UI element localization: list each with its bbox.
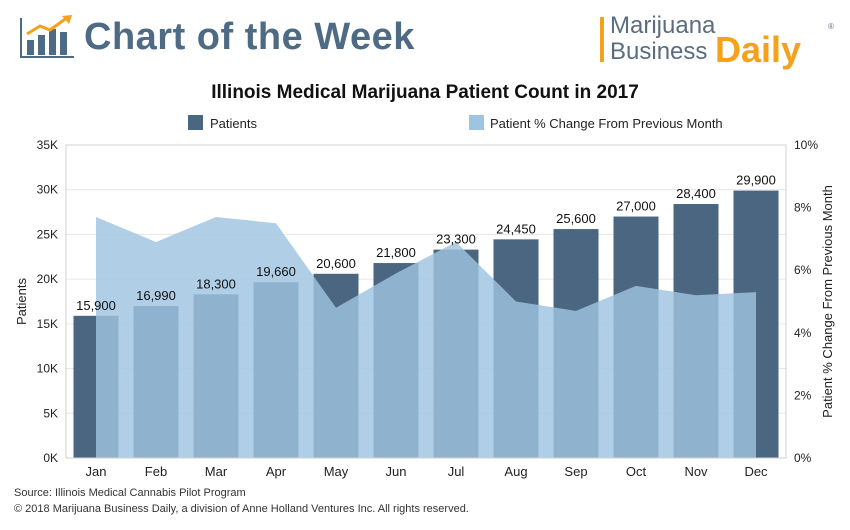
header-title: Chart of the Week [84,16,415,58]
chart: Illinois Medical Marijuana Patient Count… [14,82,835,479]
x-tick-label: Jul [448,464,465,479]
brand-line2b: Daily [715,29,802,70]
footer-copyright: © 2018 Marijuana Business Daily, a divis… [14,503,469,515]
legend-swatch-pct-change [469,115,484,130]
x-tick-label: Jun [386,464,407,479]
y2-tick-label: 6% [794,263,812,277]
bar-data-label: 19,660 [256,264,296,279]
y-tick-label: 0K [43,451,58,465]
y2-tick-label: 8% [794,201,812,215]
x-tick-label: Aug [504,464,527,479]
y-tick-label: 10K [37,362,58,376]
y-tick-label: 20K [37,272,58,286]
brand-logo: Marijuana Business Daily ® [600,14,840,68]
bar-data-label: 29,900 [736,173,776,188]
y2-axis-label: Patient % Change From Previous Month [820,185,835,418]
brand-registered-mark: ® [828,22,834,31]
y-tick-label: 30K [37,183,58,197]
bar-data-label: 16,990 [136,288,176,303]
y-tick-label: 35K [37,138,58,152]
y2-tick-label: 4% [794,326,812,340]
bar-chart-trend-icon [20,15,74,58]
chart-title: Illinois Medical Marijuana Patient Count… [211,82,639,103]
y2-tick-label: 2% [794,388,812,402]
bar-data-label: 27,000 [616,199,656,214]
legend-label-pct-change: Patient % Change From Previous Month [490,116,723,131]
x-tick-label: Nov [684,464,708,479]
x-tick-label: Apr [266,464,287,479]
brand-line1: Marijuana [610,12,716,39]
legend-swatch-patients [188,115,203,130]
y-tick-label: 15K [37,317,58,331]
x-tick-label: Oct [626,464,647,479]
x-tick-label: Mar [205,464,228,479]
legend-label-patients: Patients [210,116,257,131]
y-axis-label: Patients [14,278,29,325]
x-tick-label: Feb [145,464,167,479]
y2-tick-label: 10% [794,138,818,152]
bar-data-label: 28,400 [676,186,716,201]
header: Chart of the Week Marijuana Business Dai… [0,0,850,72]
x-tick-label: Sep [564,464,587,479]
y-tick-label: 5K [43,406,58,420]
bar-data-label: 20,600 [316,256,356,271]
x-tick-label: May [324,464,349,479]
x-tick-label: Jan [86,464,107,479]
bar-data-label: 24,450 [496,221,536,236]
footer-source: Source: Illinois Medical Cannabis Pilot … [14,487,246,499]
brand-line2a: Business [610,38,708,65]
x-tick-label: Dec [744,464,768,479]
bar-data-label: 25,600 [556,211,596,226]
bar-data-label: 15,900 [76,298,116,313]
bar-data-label: 23,300 [436,232,476,247]
bar-data-label: 21,800 [376,245,416,260]
plot-frame [65,144,787,459]
brand-accent-bar [600,17,604,62]
y-tick-label: 25K [37,227,58,241]
bar-data-label: 18,300 [196,276,236,291]
y2-tick-label: 0% [794,451,812,465]
area-pct-change [96,216,756,458]
